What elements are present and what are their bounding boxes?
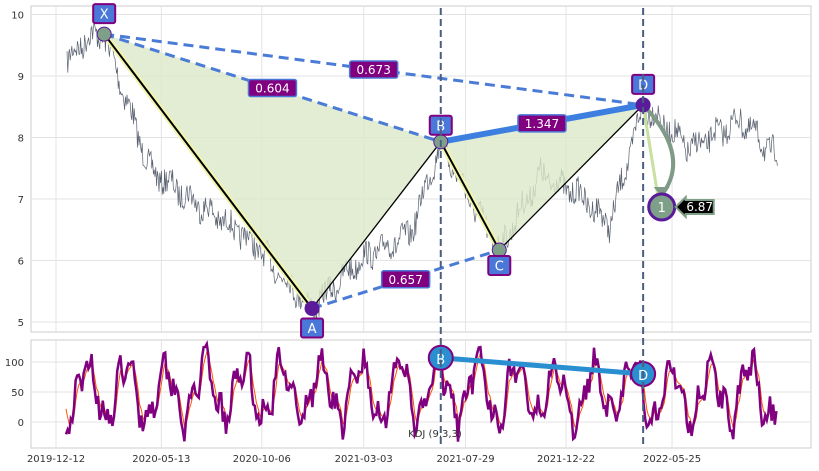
ratio-label: 0.657 <box>388 273 422 287</box>
ratio-label-box <box>348 60 399 79</box>
target-marker-label: 1 <box>658 201 666 216</box>
ratio-label: 0.673 <box>356 63 390 77</box>
cd-leg <box>498 104 644 251</box>
ab-leg <box>311 141 442 309</box>
price-y-tick-labels: 5 6 7 8 9 10 <box>11 11 24 330</box>
kdj-y-tick-labels: 0 50 100 <box>5 358 24 429</box>
price-y-tick-label: 6 <box>18 257 24 268</box>
price-line <box>66 22 778 323</box>
point-x-marker <box>96 26 112 42</box>
price-y-tick-label: 9 <box>18 72 24 83</box>
target-arrow-curve <box>641 103 676 197</box>
point-label-b: B <box>436 119 445 134</box>
kdj-k-line <box>64 340 778 442</box>
price-y-tick-label: 7 <box>18 195 24 206</box>
xa-leg <box>103 33 313 310</box>
vertical-markers <box>439 8 645 448</box>
x-tick-label: 2020-05-13 <box>132 454 190 465</box>
point-label-box <box>487 255 512 277</box>
kdj-y-tick-label: 0 <box>18 418 24 429</box>
price-y-tick-label: 10 <box>11 11 24 22</box>
point-label-box <box>92 3 117 25</box>
ratio-label-box <box>517 114 567 133</box>
kdj-panel: 0 50 100 BD KDJ (9,3,3) <box>5 339 812 449</box>
x-tick-label: 2021-07-29 <box>436 454 494 465</box>
ratio-label-box <box>247 78 298 98</box>
kdj-point-b-marker <box>427 344 454 371</box>
target-arrow-inner <box>641 104 660 196</box>
kdj-series <box>64 340 778 442</box>
point-label-box <box>300 317 325 339</box>
x-tick-label: 2020-10-06 <box>233 454 291 465</box>
x-tick-label: 2021-03-03 <box>335 454 393 465</box>
price-y-tick-label: 8 <box>18 134 24 145</box>
ratio-label: 1.347 <box>525 117 559 131</box>
x-tick-labels: 2019-12-12 2020-05-13 2020-10-06 2021-03-03… <box>27 454 701 465</box>
ratio-label: 0.604 <box>255 81 289 95</box>
xd-dashed-line <box>103 32 644 107</box>
price-grid <box>31 6 811 332</box>
price-y-tick-label: 5 <box>18 318 24 329</box>
x-tick-label: 2021-12-22 <box>537 454 595 465</box>
kdj-bd-line <box>440 355 644 377</box>
bc-leg <box>439 141 501 251</box>
point-label-a: A <box>308 322 317 337</box>
kdj-y-tick-label: 50 <box>11 388 24 399</box>
kdj-y-tick-label: 100 <box>5 358 24 369</box>
target-value-label: 6.87 <box>686 200 713 214</box>
kdj-overlay: BD <box>427 344 657 387</box>
point-c-marker <box>491 242 507 258</box>
target-arrow-head <box>653 186 670 197</box>
x-tick-label: 2022-05-25 <box>643 454 701 465</box>
target-value-tag <box>674 194 715 220</box>
xab-triangle-fill <box>104 34 441 309</box>
kdj-indicator-label: KDJ (9,3,3) <box>408 429 462 440</box>
bcd-triangle-fill <box>440 104 644 251</box>
price-series <box>66 22 778 323</box>
x-tick-label: 2019-12-12 <box>27 454 85 465</box>
ratio-label-box <box>380 270 431 289</box>
point-label-x: X <box>100 8 109 23</box>
point-label-c: C <box>495 260 504 275</box>
point-a-marker <box>304 300 320 316</box>
